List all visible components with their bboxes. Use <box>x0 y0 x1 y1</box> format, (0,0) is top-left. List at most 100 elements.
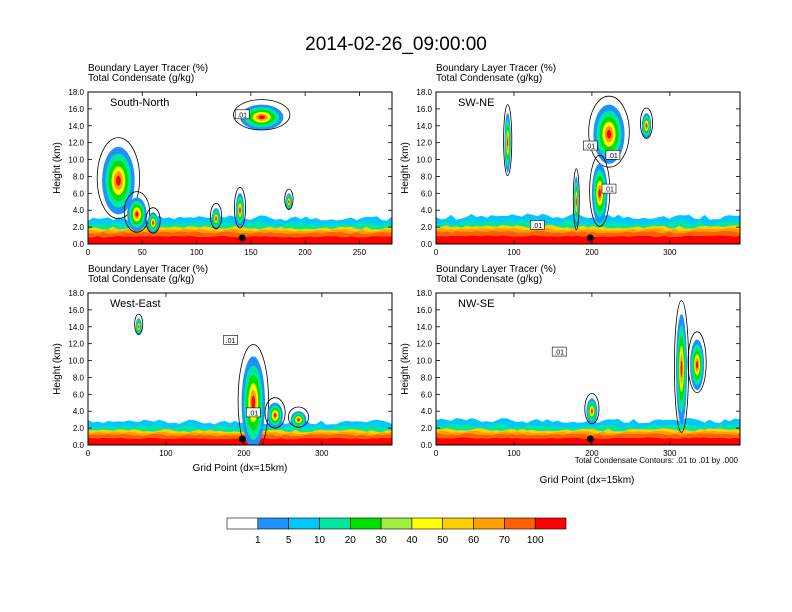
y-tick-label: 12.0 <box>416 340 432 349</box>
y-tick-label: 16.0 <box>68 306 84 315</box>
panel-subtitle-tracer: Boundary Layer Tracer (%) <box>88 63 208 74</box>
labelbar-label: 20 <box>345 535 357 546</box>
inset-panel-title: South-North <box>110 97 169 109</box>
tracer-plume <box>135 211 139 217</box>
x-tick-label: 50 <box>138 248 147 257</box>
x-tick-label: 100 <box>159 449 173 458</box>
y-tick-label: 10.0 <box>68 156 84 165</box>
contour-label: .01 <box>226 338 236 345</box>
y-tick-label: 10.0 <box>416 156 432 165</box>
y-tick-label: 6.0 <box>73 189 85 198</box>
contour-label-box <box>551 346 567 357</box>
condensate-contour <box>640 107 654 139</box>
y-tick-label: 8.0 <box>421 172 433 181</box>
panel-subtitle-condensate: Total Condensate (g/kg) <box>88 73 194 84</box>
plot-frame <box>435 91 741 245</box>
x-tick-label: 0 <box>434 248 439 257</box>
labelbar-swatch <box>473 517 505 530</box>
inset-panel-title: NW-SE <box>458 298 494 310</box>
y-tick-label: 14.0 <box>416 122 432 131</box>
condensate-contour <box>210 203 223 230</box>
tracer-plume <box>575 198 577 206</box>
x-axis-label: Grid Point (dx=15km) <box>193 463 288 474</box>
panel-subtitle-tracer: Boundary Layer Tracer (%) <box>436 63 556 74</box>
y-tick-label: 8.0 <box>421 373 433 382</box>
y-tick-label: 4.0 <box>73 206 85 215</box>
contour-label-box <box>234 109 250 120</box>
plot-frame <box>87 91 393 245</box>
labelbar-label: 30 <box>376 535 388 546</box>
tracer-field <box>88 99 392 244</box>
y-tick-label: 14.0 <box>68 323 84 332</box>
center-marker <box>238 234 246 242</box>
labelbar-swatch <box>534 517 567 530</box>
panel-subtitle-condensate: Total Condensate (g/kg) <box>436 73 542 84</box>
labelbar-label: 5 <box>286 535 292 546</box>
y-tick-label: 16.0 <box>416 105 432 114</box>
contour-label: .01 <box>585 144 595 151</box>
x-tick-label: 100 <box>507 248 521 257</box>
condensate-contour <box>687 331 707 394</box>
y-tick-label: 18.0 <box>416 289 432 298</box>
condensate-contour <box>503 104 513 177</box>
y-axis-label: Height (km) <box>400 142 411 194</box>
tracer-plume <box>273 413 277 418</box>
condensate-contour <box>287 406 309 428</box>
labelbar-label: 60 <box>468 535 480 546</box>
y-tick-label: 4.0 <box>421 206 433 215</box>
y-tick-label: 8.0 <box>73 373 85 382</box>
y-tick-label: 6.0 <box>421 189 433 198</box>
y-axis-label: Height (km) <box>52 343 63 395</box>
y-tick-label: 2.0 <box>73 223 85 232</box>
chart-title: 2014-02-26_09:00:00 <box>305 34 487 55</box>
condensate-contour <box>572 168 580 231</box>
condensate-contour <box>588 95 630 168</box>
labelbar-label: 1 <box>255 535 261 546</box>
contour-note: Total Condensate Contours: .01 to .01 by… <box>575 456 739 465</box>
condensate-contour <box>123 191 150 233</box>
y-tick-label: 4.0 <box>421 407 433 416</box>
condensate-contour <box>134 313 144 335</box>
x-tick-label: 100 <box>507 449 521 458</box>
tracer-plume <box>591 409 593 414</box>
inset-panel-title: SW-NE <box>458 97 494 109</box>
y-tick-label: 18.0 <box>68 289 84 298</box>
panel-subtitle-tracer: Boundary Layer Tracer (%) <box>436 264 556 275</box>
contour-label-box <box>529 220 545 230</box>
panel-west-east: Boundary Layer Tracer (%) Total Condensa… <box>52 264 393 474</box>
x-tick-label: 200 <box>298 248 312 257</box>
tracer-plume <box>138 325 140 329</box>
x-tick-label: 150 <box>244 248 258 257</box>
labelbar-label: 10 <box>314 535 326 546</box>
y-tick-label: 0.0 <box>421 240 433 249</box>
labelbar-label: 50 <box>437 535 449 546</box>
tracer-field <box>88 313 392 445</box>
y-tick-label: 12.0 <box>68 340 84 349</box>
y-tick-label: 4.0 <box>73 407 85 416</box>
center-marker <box>238 435 246 443</box>
panel-nw-se: Boundary Layer Tracer (%) Total Condensa… <box>400 264 741 486</box>
y-tick-label: 6.0 <box>73 390 85 399</box>
labelbar-label: 40 <box>406 535 418 546</box>
y-tick-label: 2.0 <box>73 424 85 433</box>
panel-subtitle-condensate: Total Condensate (g/kg) <box>436 274 542 285</box>
inset-panel-title: West-East <box>110 298 161 310</box>
x-tick-label: 200 <box>237 449 251 458</box>
y-tick-label: 12.0 <box>68 139 84 148</box>
condensate-contour <box>674 300 690 433</box>
contour-label-box <box>246 407 261 418</box>
y-tick-label: 0.0 <box>73 441 85 450</box>
x-tick-label: 0 <box>86 248 91 257</box>
labelbar-swatch <box>380 517 413 530</box>
y-axis-label: Height (km) <box>400 343 411 395</box>
contour-label: .01 <box>608 153 618 160</box>
tracer-plume <box>645 123 648 128</box>
x-tick-label: 200 <box>585 449 599 458</box>
condensate-contour <box>96 137 140 220</box>
y-tick-label: 10.0 <box>416 357 432 366</box>
x-axis-label: Grid Point (dx=15km) <box>540 475 635 486</box>
panel-south-north: Boundary Layer Tracer (%) Total Condensa… <box>52 63 393 257</box>
tracer-plume <box>606 129 612 139</box>
condensate-contour <box>264 397 286 429</box>
y-tick-label: 0.0 <box>421 441 433 450</box>
